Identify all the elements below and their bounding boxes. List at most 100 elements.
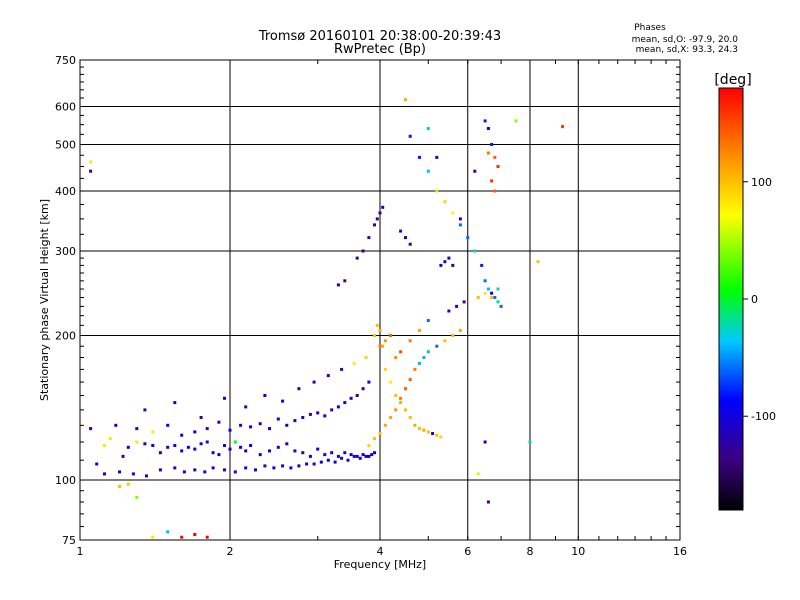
data-point xyxy=(103,472,106,476)
data-point xyxy=(378,328,382,332)
data-point xyxy=(211,451,215,455)
data-point xyxy=(364,356,368,359)
data-point xyxy=(233,440,237,444)
data-point xyxy=(389,334,393,337)
data-point xyxy=(528,440,532,444)
y-tick-labels: 75 100 200 300 400 500 600 750 xyxy=(55,54,76,547)
data-point xyxy=(375,217,379,221)
data-point xyxy=(223,444,226,447)
data-point xyxy=(486,287,490,291)
data-point xyxy=(301,416,305,419)
data-point xyxy=(389,380,393,384)
data-point xyxy=(404,408,407,412)
data-point xyxy=(361,387,365,391)
data-point xyxy=(458,217,462,221)
data-point xyxy=(249,425,253,429)
data-point xyxy=(373,223,376,227)
data-point xyxy=(378,211,382,215)
data-point xyxy=(375,323,379,327)
data-point xyxy=(166,423,170,427)
data-point xyxy=(143,442,147,446)
data-point xyxy=(258,453,262,457)
data-point xyxy=(308,412,312,416)
data-point xyxy=(323,414,327,418)
data-points xyxy=(89,98,565,539)
data-point xyxy=(244,405,248,409)
data-point xyxy=(370,453,374,457)
axis-ticks xyxy=(79,59,681,540)
data-point xyxy=(180,433,184,437)
data-point xyxy=(173,444,177,447)
data-point xyxy=(158,451,162,455)
data-point xyxy=(340,456,344,460)
data-point xyxy=(439,435,443,439)
x-tick-label: 16 xyxy=(673,545,687,558)
data-point xyxy=(399,229,403,233)
data-point xyxy=(89,160,93,164)
data-point xyxy=(293,419,297,423)
data-point xyxy=(316,447,320,451)
y-tick-label: 500 xyxy=(55,139,76,152)
data-point xyxy=(493,155,497,159)
data-point xyxy=(358,456,362,460)
data-point xyxy=(223,396,226,400)
data-point xyxy=(404,236,407,240)
data-point xyxy=(336,454,340,458)
y-tick-label: 200 xyxy=(55,330,76,343)
data-point xyxy=(281,399,285,403)
data-point xyxy=(223,468,226,472)
data-point xyxy=(408,134,412,138)
data-point xyxy=(281,464,285,468)
data-point xyxy=(361,249,365,253)
data-point xyxy=(473,249,477,253)
data-point xyxy=(118,470,121,474)
data-point xyxy=(426,169,430,173)
data-point xyxy=(361,453,365,457)
data-point xyxy=(473,169,477,173)
data-point xyxy=(330,451,334,455)
data-point xyxy=(336,405,340,409)
data-point xyxy=(408,416,412,419)
data-point xyxy=(352,361,356,365)
data-point xyxy=(483,119,487,123)
data-point xyxy=(126,445,130,449)
data-point xyxy=(431,432,435,435)
colorbar-tick-label: 0 xyxy=(751,293,758,306)
data-point xyxy=(383,339,387,343)
data-point xyxy=(443,200,447,204)
data-point xyxy=(173,466,177,470)
data-point xyxy=(490,143,494,146)
data-point xyxy=(199,442,203,446)
data-point xyxy=(349,453,353,457)
data-point xyxy=(186,445,190,449)
data-point xyxy=(383,423,387,427)
data-point xyxy=(297,464,301,468)
data-point xyxy=(435,433,439,437)
data-point xyxy=(458,328,462,332)
data-point xyxy=(418,361,421,365)
y-tick-label: 600 xyxy=(55,101,76,114)
data-point xyxy=(490,179,494,183)
data-point xyxy=(254,468,257,472)
data-point xyxy=(404,387,407,391)
data-point xyxy=(418,155,421,159)
stats-header: Phases xyxy=(634,23,666,33)
data-point xyxy=(233,470,237,474)
data-point xyxy=(462,300,466,304)
data-point xyxy=(340,367,344,371)
data-point xyxy=(268,449,271,453)
data-point xyxy=(121,454,125,458)
data-point xyxy=(404,98,407,102)
data-point xyxy=(514,119,518,123)
data-point xyxy=(408,378,412,381)
data-point xyxy=(203,470,207,474)
data-point xyxy=(367,236,371,240)
data-point xyxy=(182,470,186,474)
data-point xyxy=(319,460,323,464)
data-point xyxy=(399,396,403,400)
data-point xyxy=(193,533,197,536)
data-point xyxy=(561,125,565,129)
data-point xyxy=(443,339,447,343)
data-point xyxy=(483,440,487,444)
data-point xyxy=(435,155,439,159)
